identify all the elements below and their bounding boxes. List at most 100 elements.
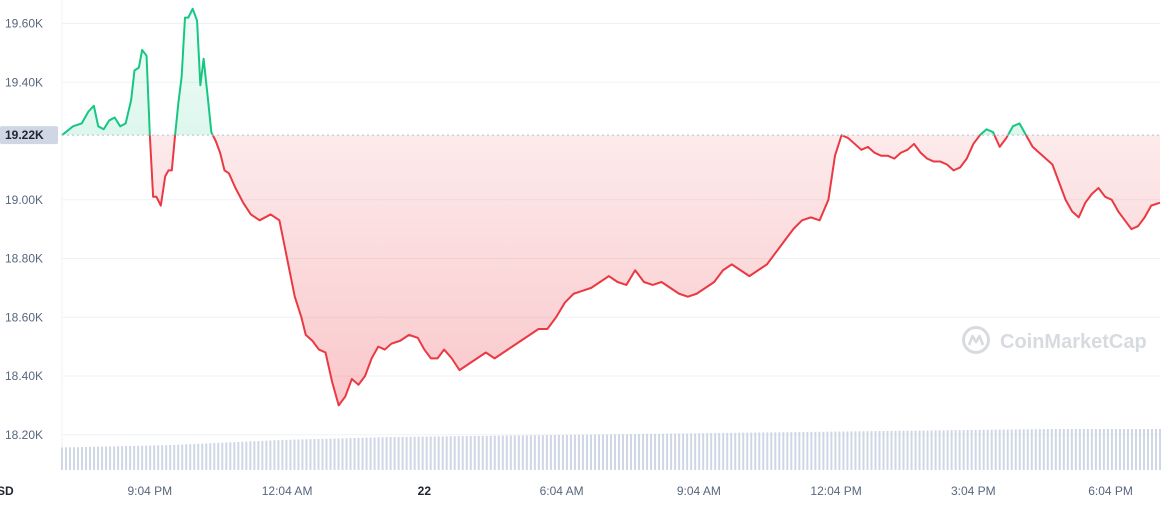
volume-bar bbox=[846, 431, 849, 470]
volume-bar bbox=[626, 434, 629, 470]
volume-bar bbox=[161, 445, 164, 470]
volume-bar bbox=[293, 439, 296, 470]
volume-bar bbox=[698, 433, 701, 470]
volume-bar bbox=[177, 444, 180, 470]
volume-bar bbox=[922, 430, 925, 470]
volume-bar bbox=[918, 430, 921, 470]
volume-bar bbox=[1159, 429, 1161, 470]
x-tick-label: 12:04 AM bbox=[262, 484, 313, 498]
volume-bar bbox=[678, 433, 681, 470]
volume-bar bbox=[221, 442, 224, 470]
volume-bar bbox=[646, 433, 649, 470]
volume-bar bbox=[670, 433, 673, 470]
volume-bar bbox=[1058, 429, 1061, 470]
x-tick-label: 22 bbox=[418, 484, 432, 498]
watermark-text: CoinMarketCap bbox=[1000, 331, 1147, 353]
volume-bar bbox=[265, 440, 268, 470]
volume-bar bbox=[501, 435, 504, 470]
volume-bar bbox=[898, 430, 901, 470]
volume-bar bbox=[169, 445, 172, 470]
volume-bar bbox=[457, 436, 460, 470]
volume-bar bbox=[938, 430, 941, 470]
volume-bar bbox=[597, 434, 600, 470]
volume-bar bbox=[886, 430, 889, 470]
volume-bar bbox=[618, 434, 621, 470]
volume-bar bbox=[445, 436, 448, 470]
volume-bar bbox=[505, 435, 508, 470]
volume-bar bbox=[517, 435, 520, 470]
volume-bar bbox=[189, 444, 192, 470]
baseline-badge-label: 19.22K bbox=[5, 128, 44, 142]
volume-bar bbox=[894, 430, 897, 470]
volume-bar bbox=[822, 431, 825, 470]
volume-bar bbox=[337, 438, 340, 470]
volume-bar bbox=[157, 445, 160, 470]
volume-bar bbox=[990, 429, 993, 470]
volume-bar bbox=[970, 429, 973, 470]
volume-bar bbox=[1130, 429, 1133, 470]
volume-bar bbox=[946, 430, 949, 470]
volume-bar bbox=[874, 431, 877, 470]
volume-bar bbox=[1074, 429, 1077, 470]
volume-bar bbox=[770, 432, 773, 470]
volume-bar bbox=[930, 430, 933, 470]
volume-bar bbox=[521, 435, 524, 470]
volume-bar bbox=[461, 436, 464, 470]
volume-bar bbox=[477, 435, 480, 470]
volume-bar bbox=[650, 433, 653, 470]
volume-bar bbox=[261, 440, 264, 470]
volume-bar bbox=[994, 429, 997, 470]
volume-bar bbox=[690, 433, 693, 470]
volume-bar bbox=[730, 432, 733, 470]
volume-bar bbox=[125, 446, 128, 470]
volume-bar bbox=[473, 435, 476, 470]
volume-bar bbox=[818, 431, 821, 470]
volume-bar bbox=[193, 443, 196, 470]
volume-bar bbox=[826, 431, 829, 470]
volume-bar bbox=[854, 431, 857, 470]
volume-bar bbox=[549, 435, 552, 470]
volume-bar bbox=[489, 435, 492, 470]
volume-bar bbox=[585, 434, 588, 470]
y-tick-label: 19.40K bbox=[5, 75, 43, 89]
volume-bar bbox=[141, 445, 144, 470]
area-fill-down bbox=[62, 135, 1160, 406]
volume-bar bbox=[577, 434, 580, 470]
volume-bar bbox=[329, 438, 332, 470]
volume-bar bbox=[738, 432, 741, 470]
volume-bar bbox=[1138, 429, 1141, 470]
volume-bar bbox=[1046, 429, 1049, 470]
volume-bar bbox=[137, 445, 140, 470]
volume-bar bbox=[181, 444, 184, 470]
volume-bar bbox=[537, 435, 540, 470]
volume-bar bbox=[313, 439, 316, 470]
volume-bar bbox=[465, 436, 468, 470]
volume-bar bbox=[1150, 429, 1153, 470]
volume-bar bbox=[573, 434, 576, 470]
volume-bar bbox=[642, 433, 645, 470]
volume-bar bbox=[1090, 429, 1093, 470]
volume-bar bbox=[1030, 429, 1033, 470]
volume-bar bbox=[185, 444, 188, 470]
volume-bar bbox=[838, 431, 841, 470]
volume-bar bbox=[409, 436, 412, 470]
volume-bar bbox=[97, 446, 100, 470]
volume-bar bbox=[69, 447, 72, 470]
volume-bar bbox=[305, 439, 308, 470]
volume-bar bbox=[513, 435, 516, 470]
volume-bar bbox=[998, 429, 1001, 470]
volume-bar bbox=[481, 435, 484, 470]
volume-bar bbox=[357, 437, 360, 470]
volume-bar bbox=[954, 430, 957, 470]
volume-bar bbox=[605, 434, 608, 470]
volume-bar bbox=[1082, 429, 1085, 470]
volume-bar bbox=[581, 434, 584, 470]
watermark: CoinMarketCap bbox=[962, 326, 1147, 354]
y-axis: 19.60K 19.40K 19.00K 18.80K 18.60K 18.40K 18.2… bbox=[5, 17, 43, 442]
volume-bar bbox=[1066, 429, 1069, 470]
volume-bar bbox=[1146, 429, 1149, 470]
volume-bar bbox=[493, 435, 496, 470]
volume-bar bbox=[109, 446, 112, 470]
volume-bar bbox=[734, 432, 737, 470]
